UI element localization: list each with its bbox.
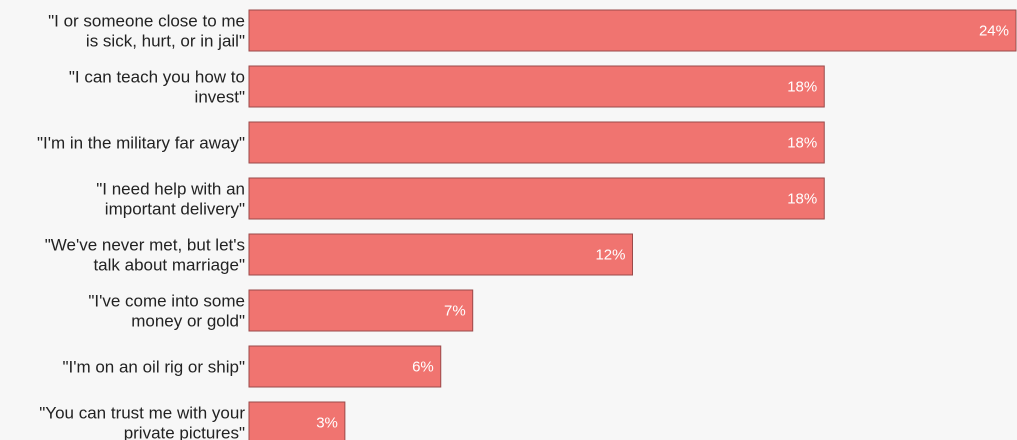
category-label-7-line-0: "You can trust me with your — [39, 404, 245, 423]
category-label-4-line-1: talk about marriage" — [93, 256, 245, 275]
value-label-4: 12% — [595, 247, 625, 264]
bar-5 — [248, 289, 474, 332]
category-label-7-line-1: private pictures" — [124, 424, 245, 440]
category-label-2-line-0: "I'm in the military far away" — [37, 134, 245, 153]
value-label-5: 7% — [444, 303, 466, 320]
category-label-0-line-1: is sick, hurt, or in jail" — [86, 32, 245, 51]
category-label-4-line-0: "We've never met, but let's — [45, 236, 245, 255]
bar-2 — [248, 121, 825, 164]
value-label-3: 18% — [787, 191, 817, 208]
category-label-3-line-0: "I need help with an — [96, 180, 245, 199]
category-label-5-line-1: money or gold" — [131, 312, 245, 331]
value-label-2: 18% — [787, 135, 817, 152]
bar-1 — [248, 65, 825, 108]
bar-7 — [248, 401, 346, 440]
category-label-3-line-1: important delivery" — [105, 200, 245, 219]
category-label-6-line-0: "I'm on an oil rig or ship" — [62, 358, 245, 377]
value-label-6: 6% — [412, 359, 434, 376]
bar-6 — [248, 345, 442, 388]
bar-0 — [248, 9, 1017, 52]
bar-3 — [248, 177, 825, 220]
category-label-0-line-0: "I or someone close to me — [48, 12, 245, 31]
value-label-0: 24% — [979, 23, 1009, 40]
value-label-1: 18% — [787, 79, 817, 96]
bar-4 — [248, 233, 633, 276]
category-label-1-line-1: invest" — [195, 88, 245, 107]
category-label-1-line-0: "I can teach you how to — [69, 68, 245, 87]
value-label-7: 3% — [316, 415, 338, 432]
category-label-5-line-0: "I've come into some — [88, 292, 245, 311]
